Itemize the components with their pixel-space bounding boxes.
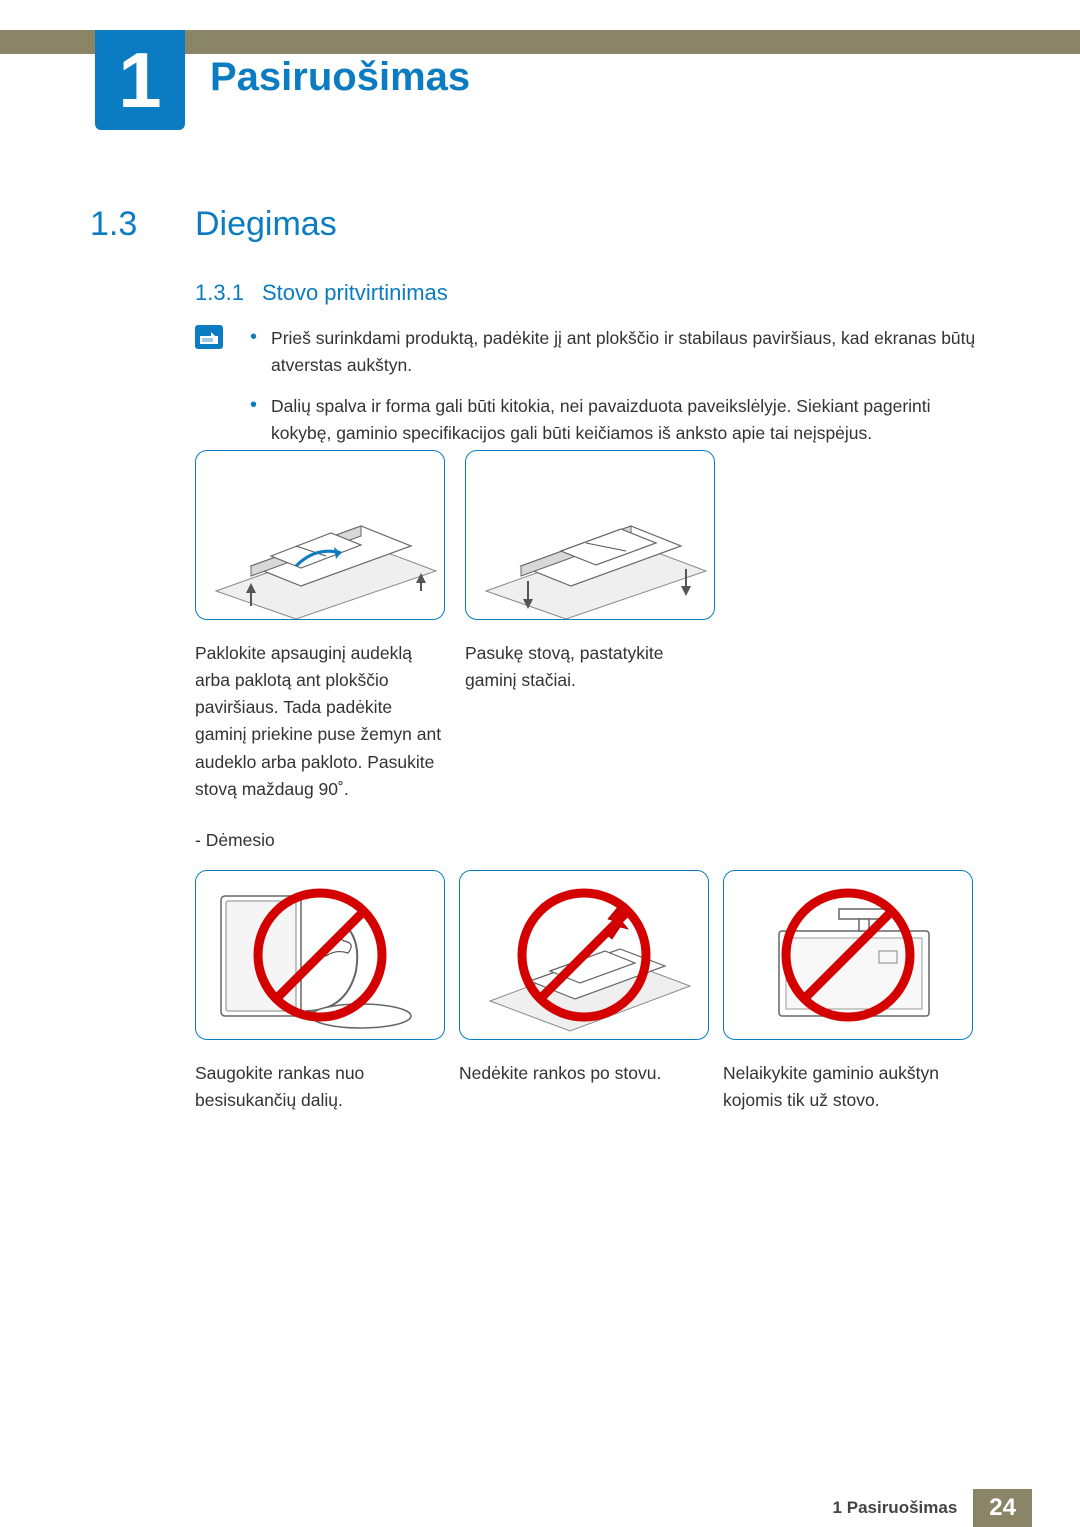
- caption-row-2: Saugokite rankas nuo besisukančių dalių.…: [195, 1060, 973, 1114]
- note-icon: [195, 325, 223, 349]
- prohibit-icon: [253, 888, 388, 1023]
- attention-label: - Dėmesio: [195, 830, 275, 851]
- section-title: Diegimas: [195, 205, 337, 244]
- figure-warning-2: [459, 870, 709, 1040]
- bullet-icon: •: [250, 325, 257, 379]
- figure-warning-1: [195, 870, 445, 1040]
- subsection-number: 1.3.1: [195, 280, 244, 306]
- caption-warning-1: Saugokite rankas nuo besisukančių dalių.: [195, 1060, 445, 1114]
- section-heading: 1.3 Diegimas: [90, 205, 337, 244]
- note-text: Dalių spalva ir forma gali būti kitokia,…: [271, 393, 990, 447]
- figure-row-1: [195, 450, 715, 620]
- footer-chapter-label: 1 Pasiruošimas: [817, 1489, 974, 1527]
- figure-step-2: [465, 450, 715, 620]
- note-item: • Dalių spalva ir forma gali būti kitoki…: [250, 393, 990, 447]
- caption-warning-2: Nedėkite rankos po stovu.: [459, 1060, 709, 1114]
- prohibit-icon: [781, 888, 916, 1023]
- note-text: Prieš surinkdami produktą, padėkite jį a…: [271, 325, 990, 379]
- note-list: • Prieš surinkdami produktą, padėkite jį…: [250, 325, 990, 462]
- chapter-number: 1: [118, 35, 161, 126]
- figure-row-2: [195, 870, 973, 1040]
- bullet-icon: •: [250, 393, 257, 447]
- caption-warning-3: Nelaikykite gaminio aukštyn kojomis tik …: [723, 1060, 973, 1114]
- footer: 1 Pasiruošimas 24: [0, 1489, 1080, 1527]
- caption-step-1: Paklokite apsauginį audeklą arba paklotą…: [195, 640, 445, 803]
- footer-page-number: 24: [973, 1489, 1032, 1527]
- subsection-title: Stovo pritvirtinimas: [262, 280, 448, 306]
- note-item: • Prieš surinkdami produktą, padėkite jį…: [250, 325, 990, 379]
- subsection-heading: 1.3.1 Stovo pritvirtinimas: [195, 280, 448, 306]
- section-number: 1.3: [90, 205, 195, 244]
- prohibit-icon: [517, 888, 652, 1023]
- caption-row-1: Paklokite apsauginį audeklą arba paklotą…: [195, 640, 715, 803]
- caption-step-2: Pasukę stovą, pastatykite gaminį stačiai…: [465, 640, 715, 803]
- chapter-title: Pasiruošimas: [210, 55, 470, 100]
- figure-warning-3: [723, 870, 973, 1040]
- chapter-badge: 1: [95, 30, 185, 130]
- figure-step-1: [195, 450, 445, 620]
